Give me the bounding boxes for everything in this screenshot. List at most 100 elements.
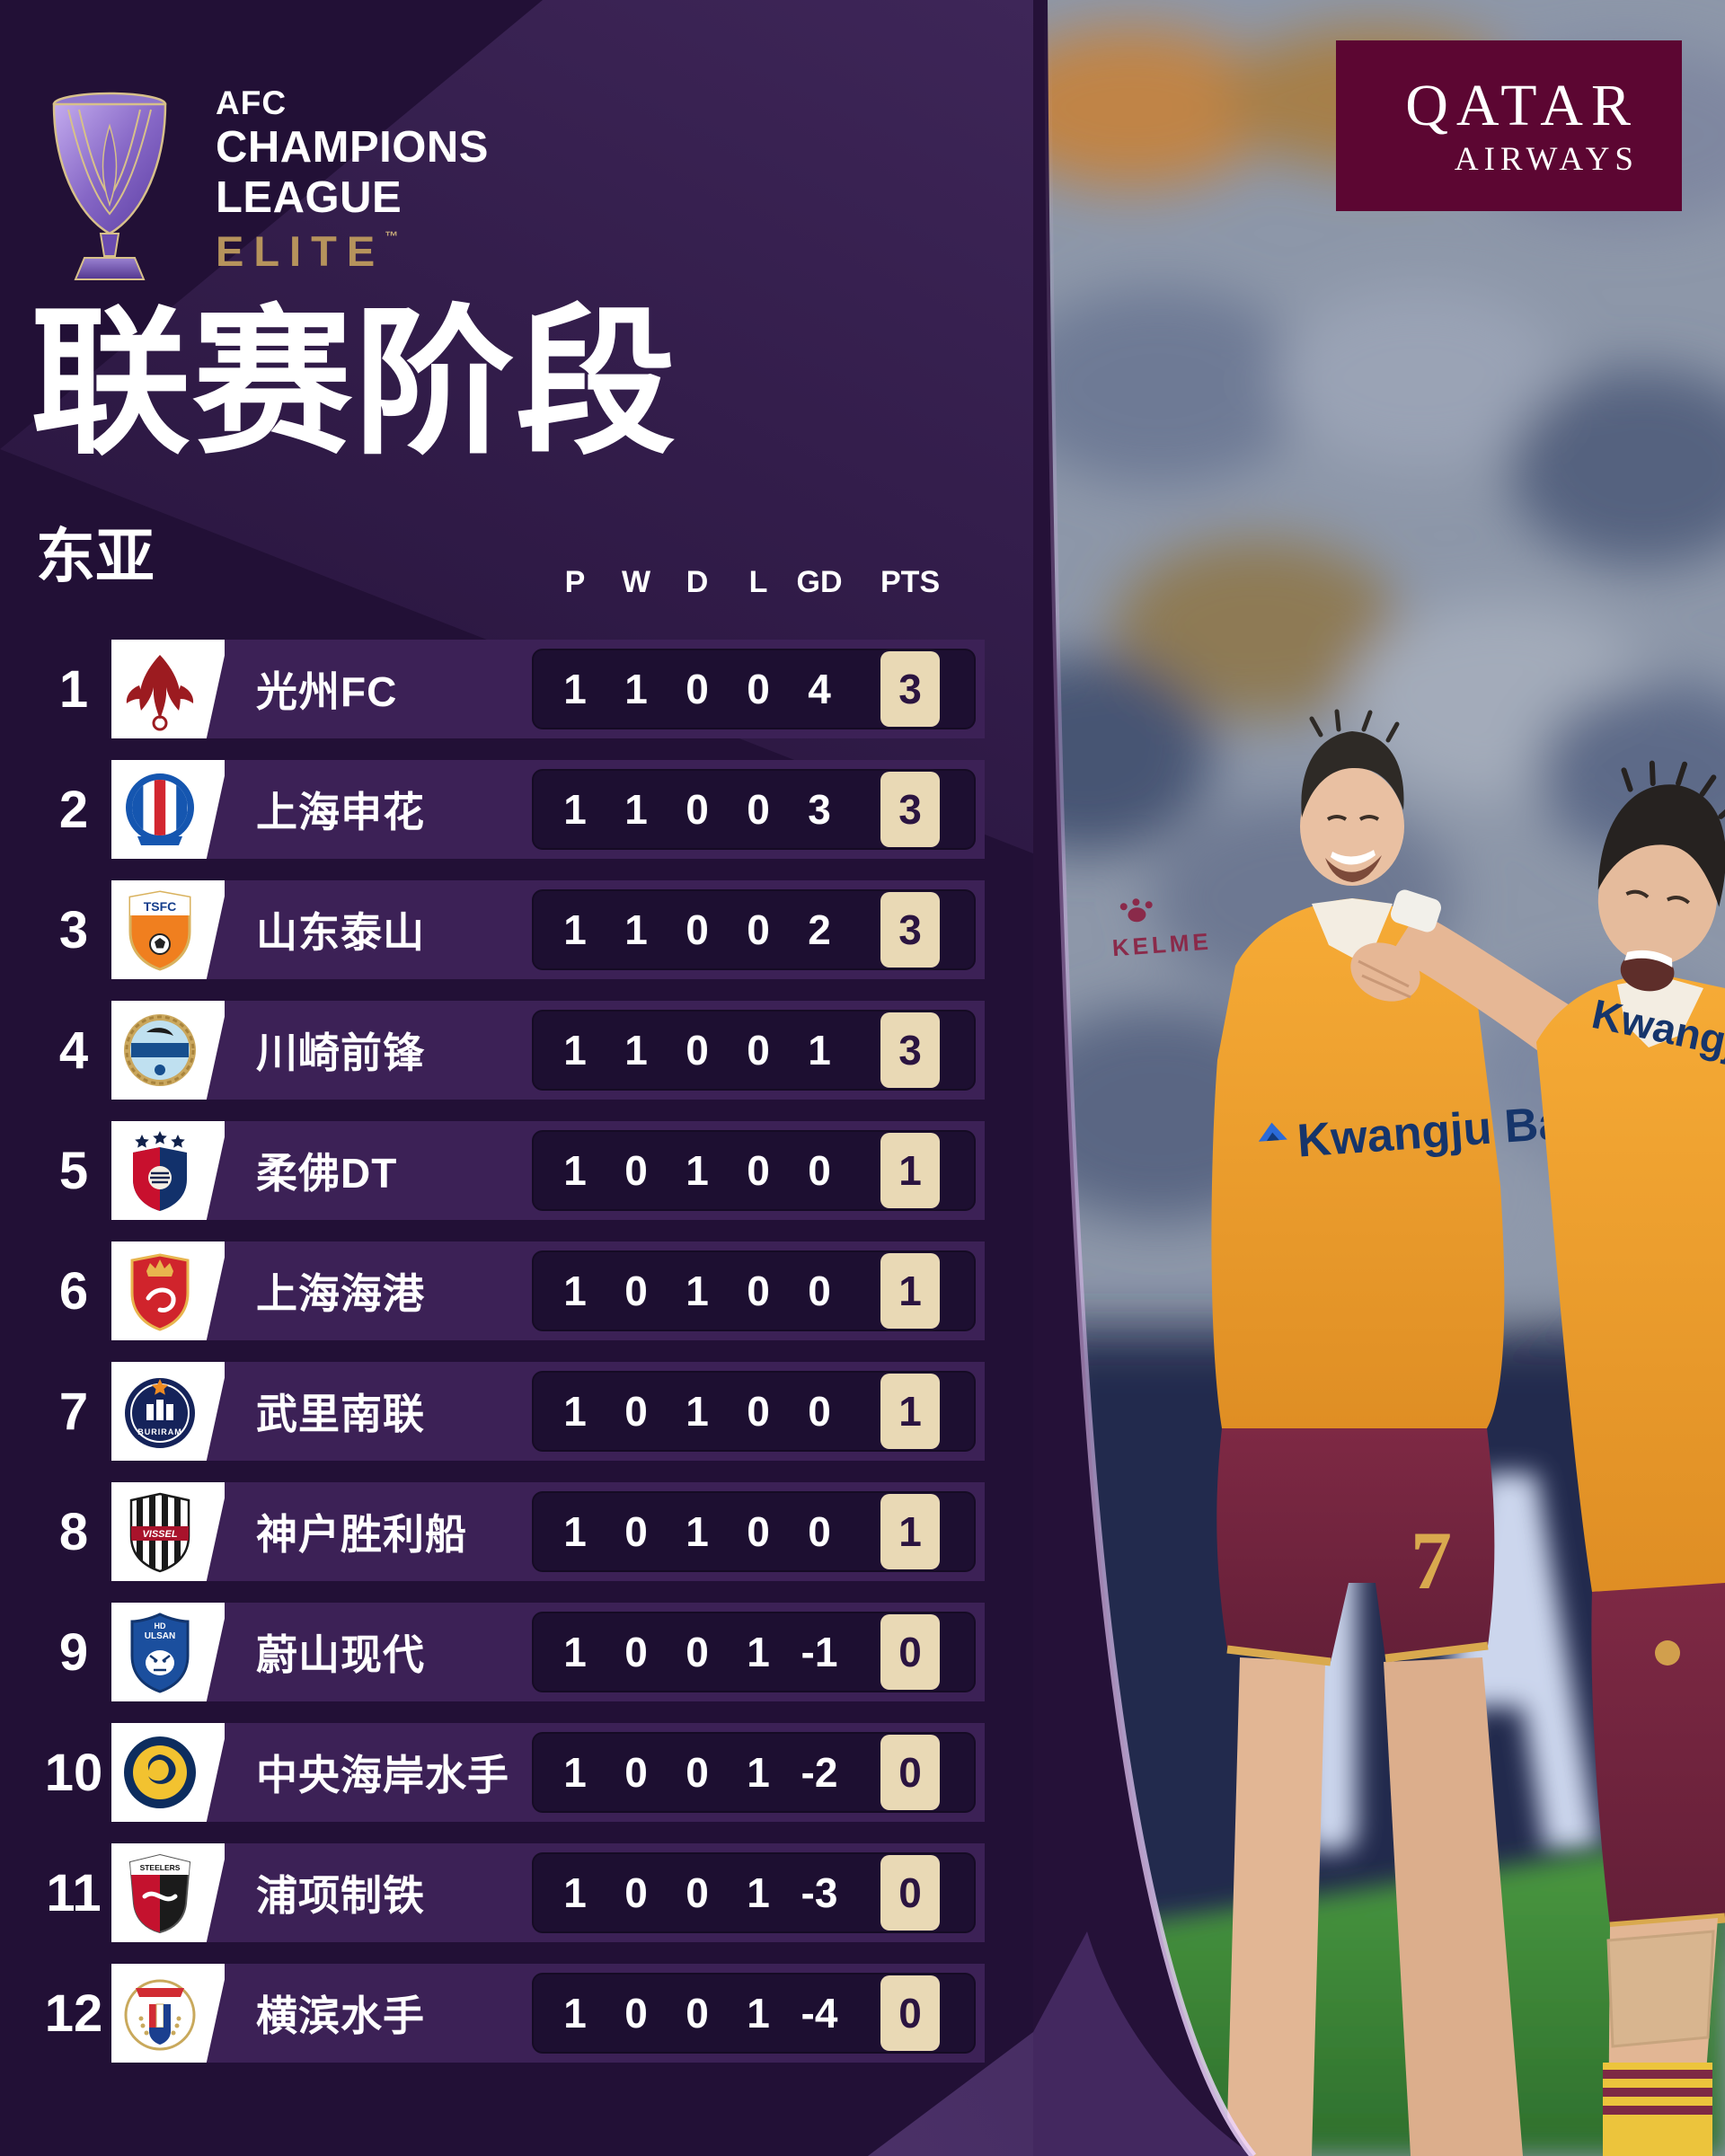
stat-d: 0 [686,1749,709,1796]
club-name: 武里南联 [256,1391,425,1437]
stat-w: 0 [624,1388,648,1435]
stat-p: 1 [563,1869,587,1916]
stat-d: 1 [686,1508,709,1555]
svg-text:STEELERS: STEELERS [140,1863,181,1872]
table-row: 11 STEELERS 浦项制铁 1 0 0 1 -3 0 [36,1843,985,1942]
stat-l: 0 [747,1388,770,1435]
points-badge: 1 [880,1374,940,1449]
club-name: 横滨水手 [256,1993,425,2039]
stat-p: 1 [563,1629,587,1675]
table-row: 8 VISSEL 神户胜利船 1 0 1 0 0 1 [36,1482,985,1581]
svg-text:VISSEL: VISSEL [142,1529,177,1540]
table-row: 1 光州FC 1 1 0 0 4 3 [36,640,985,738]
crest-gwangju-fc-icon [111,640,225,738]
stat-l: 0 [747,1508,770,1555]
points-badge: 3 [880,651,940,727]
stat-l: 1 [747,1629,770,1675]
qatar-airways-logo: QATAR AIRWAYS [1336,40,1682,211]
rank-label: 10 [44,1743,103,1802]
stat-gd: 3 [808,786,831,833]
stat-d: 0 [686,666,709,712]
stat-p: 1 [563,1749,587,1796]
col-d: D [686,564,709,599]
crest-buriram-united-icon: BURIRAM [111,1362,225,1461]
stat-l: 1 [747,1869,770,1916]
stat-l: 0 [747,786,770,833]
crest-johor-darul-tazim-icon [111,1121,225,1220]
stats-panel: 1 1 0 0 4 3 [532,649,976,729]
stat-w: 0 [624,1147,648,1194]
stat-gd: -2 [801,1749,838,1796]
stat-w: 0 [624,1869,648,1916]
stat-l: 0 [747,666,770,712]
table-row: 9 HD ULSAN 蔚山现代 1 0 0 1 -1 0 [36,1603,985,1701]
stats-panel: 1 1 0 0 1 3 [532,1010,976,1091]
stat-d: 0 [686,1869,709,1916]
crest-pohang-steelers-icon: STEELERS [111,1843,225,1942]
stat-gd: 0 [808,1388,831,1435]
stats-panel: 1 0 0 1 -1 0 [532,1612,976,1692]
club-name: 光州FC [256,668,398,715]
points-badge: 0 [880,1614,940,1690]
celebration-photo: Kwangju Bank KELME 7 [1033,0,1725,2156]
rank-label: 2 [58,780,89,839]
stat-l: 0 [747,1027,770,1074]
stat-d: 1 [686,1268,709,1314]
stat-l: 1 [747,1990,770,2037]
col-p: P [564,564,586,599]
stat-d: 0 [686,906,709,953]
stats-panel: 1 0 1 0 0 1 [532,1371,976,1452]
stat-p: 1 [563,1147,587,1194]
stat-p: 1 [563,1508,587,1555]
page-title: 联赛阶段 [31,294,677,473]
club-name: 神户胜利船 [256,1511,467,1558]
stat-p: 1 [563,1268,587,1314]
stat-gd: -3 [801,1869,838,1916]
stat-p: 1 [563,666,587,712]
qatar-wordmark: QATAR [1405,72,1639,138]
stat-p: 1 [563,906,587,953]
rank-label: 7 [58,1382,89,1441]
table-row: 10 中央海岸水手 1 0 0 1 -2 0 [36,1723,985,1822]
stats-panel: 1 1 0 0 2 3 [532,889,976,970]
table-row: 3 TSFC 山东泰山 1 1 0 0 2 3 [36,880,985,979]
rank-label: 1 [58,659,89,719]
table-row: 2 上海申花 1 1 0 0 3 3 [36,760,985,859]
rank-label: 9 [58,1622,89,1682]
crest-shandong-taishan-icon: TSFC [111,880,225,979]
crest-vissel-kobe-icon: VISSEL [111,1482,225,1581]
stat-l: 0 [747,1268,770,1314]
stats-panel: 1 0 1 0 0 1 [532,1250,976,1331]
rank-label: 5 [58,1141,89,1200]
stat-p: 1 [563,1990,587,2037]
stat-gd: -1 [801,1629,838,1675]
club-name: 上海海港 [256,1270,425,1317]
stat-w: 1 [624,666,648,712]
points-badge: 3 [880,892,940,968]
svg-text:HD: HD [155,1621,166,1630]
svg-text:ULSAN: ULSAN [145,1631,175,1641]
brand-elite: ELITE™ [216,227,399,275]
stat-gd: 0 [808,1147,831,1194]
stat-d: 1 [686,1147,709,1194]
stat-w: 1 [624,1027,648,1074]
stat-l: 0 [747,1147,770,1194]
table-row: 7 BURIRAM 武里南联 1 0 1 0 0 1 [36,1362,985,1461]
stat-gd: 2 [808,906,831,953]
points-badge: 1 [880,1253,940,1329]
rank-label: 11 [46,1863,102,1922]
points-badge: 3 [880,772,940,847]
stat-p: 1 [563,786,587,833]
rank-label: 3 [58,900,89,959]
crest-kawasaki-frontale-icon [111,1001,225,1100]
stat-l: 1 [747,1749,770,1796]
table-row: 12 横滨水手 1 0 0 1 -4 0 [36,1964,985,2063]
stat-d: 0 [686,1027,709,1074]
brand-champions: CHAMPIONS [216,123,489,172]
airways-wordmark: AIRWAYS [1454,140,1639,178]
stat-w: 0 [624,1268,648,1314]
club-name: 山东泰山 [256,909,425,956]
club-name: 上海申花 [256,789,425,835]
crest-yokohama-f-marinos-icon [111,1964,225,2063]
stat-p: 1 [563,1388,587,1435]
